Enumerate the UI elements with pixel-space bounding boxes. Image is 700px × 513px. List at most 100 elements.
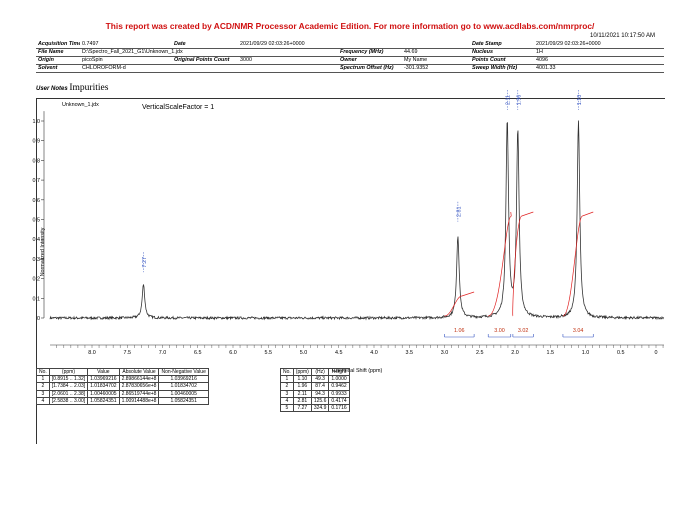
x-tick-label: 5.0	[300, 350, 308, 356]
integral-curve	[488, 211, 512, 317]
acq-time-label: Acquisition Time (sec)	[36, 41, 80, 49]
shift-cell: 324.9	[310, 404, 330, 413]
shift-row: 3 2.11 94.3 0.9933	[280, 389, 350, 398]
x-tick-label: 6.5	[194, 350, 202, 356]
frequency-label: Frequency (MHz)	[338, 48, 402, 57]
integral-cell: [1.7384 .. 2.03]	[48, 382, 89, 391]
integral-value-label: 3.02	[518, 328, 529, 334]
solvent-value: CHLOROFORM-d	[80, 64, 338, 73]
shift-cell: 1.96	[292, 382, 312, 391]
shift-header: Height	[328, 367, 350, 377]
x-tick-label: 3.5	[406, 350, 414, 356]
x-tick-label: 1.5	[547, 350, 555, 356]
date-stamp-label: Date Stamp	[470, 41, 534, 49]
integral-brackets: 1.06 3.00 3.02 3.04	[444, 328, 594, 338]
integral-cell: [2.0601 .. 2.38]	[48, 389, 89, 398]
shift-cell: 4	[280, 396, 294, 406]
integral-cell: 2.87830656e+8	[118, 382, 160, 391]
integral-cell: 1.05824351	[87, 396, 120, 406]
points-count-label: Points Count	[470, 56, 534, 65]
orig-points-label: Original Points Count	[172, 56, 238, 65]
shift-cell: 5	[280, 404, 294, 413]
shift-cell: 87.4	[310, 382, 330, 391]
x-tick-label: 5.5	[265, 350, 273, 356]
x-axis-label: Chemical Shift (ppm)	[332, 368, 383, 374]
points-count-value: 4096	[534, 56, 664, 65]
integral-cell: 2.86519744e+8	[118, 389, 160, 398]
y-tick-label: 0.7	[33, 178, 41, 184]
integral-table: No. (ppm) Value Absolute Value Non-Negative …	[36, 367, 209, 406]
integral-cell: 3	[36, 389, 50, 398]
integral-header: Non-Negative Value	[158, 367, 209, 377]
integral-cell: 1.01834702	[158, 382, 209, 391]
report-header: This report was created by ACD/NMR Proce…	[105, 21, 595, 31]
x-axis: 8.0 7.5 7.0 6.5 6.0 5.5 5.0 4.5 4.0 3.5 3.0 2.5 2.0 1…	[50, 344, 664, 356]
shift-cell: 125.6	[310, 396, 330, 406]
integral-row: 1 [0.8915 .. 1.32] 1.03969216 2.89866144e+8…	[36, 375, 209, 384]
shift-cell: 1.10	[292, 375, 312, 384]
integral-cell: 1.00460005	[158, 389, 209, 398]
spectrum-offset-label: Spectrum Offset (Hz)	[338, 64, 402, 73]
acq-time-value: 0.7497	[80, 41, 172, 49]
peak-shift-label: 2.11	[506, 95, 512, 105]
peak-shift-label: 7.27	[142, 257, 148, 268]
shift-cell: 3	[280, 389, 294, 398]
y-tick-label: 0.3	[33, 257, 41, 263]
integral-value-label: 1.06	[454, 328, 465, 334]
date-label: Date	[172, 41, 238, 49]
owner-value: My Name	[402, 56, 470, 65]
shift-cell: 0.1716	[328, 404, 350, 413]
integral-value-label: 3.00	[494, 328, 505, 334]
y-tick-label: 0.9	[33, 139, 41, 145]
spectrum-frame	[36, 98, 665, 444]
shift-cell: 0.9462	[328, 382, 350, 391]
shift-cell: 0.4174	[328, 396, 350, 406]
owner-label: Owner	[338, 56, 402, 65]
y-tick-label: 0.8	[33, 158, 41, 164]
sweep-width-label: Sweep Width (Hz)	[470, 64, 534, 73]
peak-shift-label: 1.96	[516, 95, 522, 106]
integral-curve	[444, 291, 475, 317]
shift-cell: 94.3	[310, 389, 330, 398]
user-notes-label: User Notes	[36, 86, 68, 92]
integral-cell: 1.03969216	[87, 375, 120, 384]
acquisition-info-table: Acquisition Time (sec) 0.7497 Date 2021/…	[36, 41, 664, 73]
shift-table: No. (ppm) (Hz) Height 1 1.10 49.3 1.0000 2 1.96 8…	[280, 367, 350, 413]
user-notes-value: Impurities	[69, 83, 109, 93]
integral-cell: 4	[36, 396, 50, 406]
nucleus-label: Nucleus	[470, 48, 534, 57]
sweep-width-value: 4001.33	[534, 64, 664, 73]
y-tick-label: 0.1	[33, 296, 41, 302]
x-tick-label: 4.0	[370, 350, 378, 356]
shift-cell: 1	[280, 375, 294, 384]
x-tick-label: 0.5	[617, 350, 625, 356]
integral-header: Value	[87, 367, 120, 377]
shift-row: 1 1.10 49.3 1.0000	[280, 375, 350, 384]
integral-cell: 2.89866144e+8	[118, 375, 160, 384]
nucleus-value: 1H	[534, 48, 664, 57]
y-tick-label: 0.2	[33, 277, 41, 283]
shift-cell: 7.27	[292, 404, 312, 413]
y-tick-label: 0	[37, 316, 40, 322]
integral-cell: 1.05824351	[158, 396, 209, 406]
integral-cell: 1.00460005	[87, 389, 120, 398]
shift-row: 4 2.81 125.6 0.4174	[280, 396, 350, 406]
integral-curves	[444, 211, 594, 317]
peak-shift-label: 1.10	[577, 95, 583, 106]
x-tick-label: 7.0	[159, 350, 167, 356]
shift-row: 2 1.96 87.4 0.9462	[280, 382, 350, 391]
shift-header: No.	[280, 367, 294, 377]
y-tick-label: 0.6	[33, 198, 41, 204]
shift-cell: 2.81	[292, 396, 312, 406]
shift-row: 5 7.27 324.9 0.1716	[280, 404, 350, 413]
x-tick-label: 1.0	[582, 350, 590, 356]
x-tick-label: 4.5	[335, 350, 343, 356]
vertical-scale-label: VerticalScaleFactor = 1	[142, 104, 215, 111]
y-tick-label: 0.4	[33, 237, 41, 243]
integral-cell: [0.8915 .. 1.32]	[48, 375, 89, 384]
x-tick-label: 3.0	[441, 350, 449, 356]
peak-markers: 7.27 2.81 2.11 1.96 1.10	[142, 90, 583, 273]
integral-header: (ppm)	[48, 367, 89, 377]
orig-points-value: 3000	[238, 56, 338, 65]
shift-header: (Hz)	[310, 367, 330, 377]
